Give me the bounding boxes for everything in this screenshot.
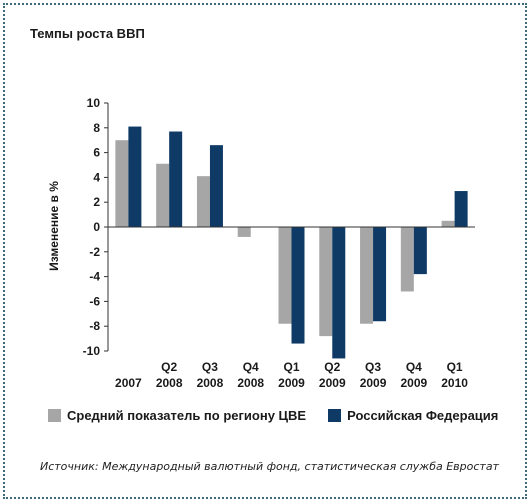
x-tick-label-quarter: Q3 bbox=[365, 360, 381, 374]
x-tick-label-quarter: Q3 bbox=[202, 360, 218, 374]
source-note: Источник: Международный валютный фонд, с… bbox=[40, 460, 499, 473]
y-tick-label: -6 bbox=[89, 294, 100, 308]
x-tick-label-quarter: Q2 bbox=[324, 360, 340, 374]
x-tick-label-quarter: Q1 bbox=[447, 360, 463, 374]
x-tick-label-year: 2008 bbox=[197, 376, 224, 390]
y-tick-label: 10 bbox=[87, 96, 101, 110]
bar-russia bbox=[454, 191, 468, 227]
x-tick-label-year: 2009 bbox=[278, 376, 305, 390]
bar-russia bbox=[373, 227, 387, 322]
x-tick-label-year: 2009 bbox=[400, 376, 427, 390]
chart-frame bbox=[3, 3, 527, 499]
bar-russia bbox=[169, 131, 183, 227]
bar-russia bbox=[413, 227, 427, 275]
bar-cee bbox=[441, 220, 455, 227]
legend-label-russia: Российская Федерация bbox=[347, 408, 499, 423]
bar-cee bbox=[115, 140, 129, 227]
x-tick-label-quarter: Q2 bbox=[161, 360, 177, 374]
legend: Средний показатель по региону ЦВЕ Россий… bbox=[48, 408, 520, 423]
bar-russia bbox=[291, 227, 305, 344]
bar-cee bbox=[237, 227, 251, 237]
x-tick-label-year: 2009 bbox=[360, 376, 387, 390]
y-tick-label: -4 bbox=[89, 270, 100, 284]
bar-chart: 10 8 6 4 2 0 -2 -4 -6 -8 -10 2007 Q2 2008 Q3 2008 Q4 2008… bbox=[83, 96, 475, 390]
bar-cee bbox=[278, 227, 292, 324]
x-tick-label-quarter: Q4 bbox=[406, 360, 422, 374]
x-tick-label-year: 2010 bbox=[441, 376, 468, 390]
x-tick-label-year: 2008 bbox=[156, 376, 183, 390]
bar-cee bbox=[156, 163, 170, 227]
legend-item-cee: Средний показатель по региону ЦВЕ bbox=[48, 408, 306, 423]
bar-russia bbox=[209, 145, 223, 227]
bar-cee bbox=[360, 227, 374, 324]
legend-swatch-russia bbox=[328, 409, 342, 422]
x-tick-label-year: 2009 bbox=[319, 376, 346, 390]
x-tick-label-quarter: Q1 bbox=[283, 360, 299, 374]
chart-title: Темпы роста ВВП bbox=[30, 26, 145, 41]
y-tick-label: 8 bbox=[93, 121, 100, 135]
y-tick-label: -10 bbox=[83, 344, 101, 358]
y-tick-label: -8 bbox=[89, 319, 100, 333]
legend-item-russia: Российская Федерация bbox=[328, 408, 498, 423]
y-tick-label: 4 bbox=[93, 170, 100, 184]
bar-russia bbox=[128, 126, 142, 227]
legend-swatch-cee bbox=[48, 409, 61, 422]
bar-cee bbox=[319, 227, 333, 337]
x-tick-label-year: 2007 bbox=[115, 376, 142, 390]
x-tick-label-year: 2008 bbox=[237, 376, 264, 390]
bar-cee bbox=[196, 176, 210, 227]
legend-label-cee: Средний показатель по региону ЦВЕ bbox=[67, 408, 307, 423]
x-tick-label-quarter: Q4 bbox=[243, 360, 259, 374]
bar-russia bbox=[332, 227, 346, 359]
bar-cee bbox=[400, 227, 414, 292]
y-tick-label: 6 bbox=[93, 146, 100, 160]
y-tick-label: 2 bbox=[93, 195, 100, 209]
y-tick-label: -2 bbox=[89, 245, 100, 259]
y-tick-label: 0 bbox=[93, 220, 100, 234]
